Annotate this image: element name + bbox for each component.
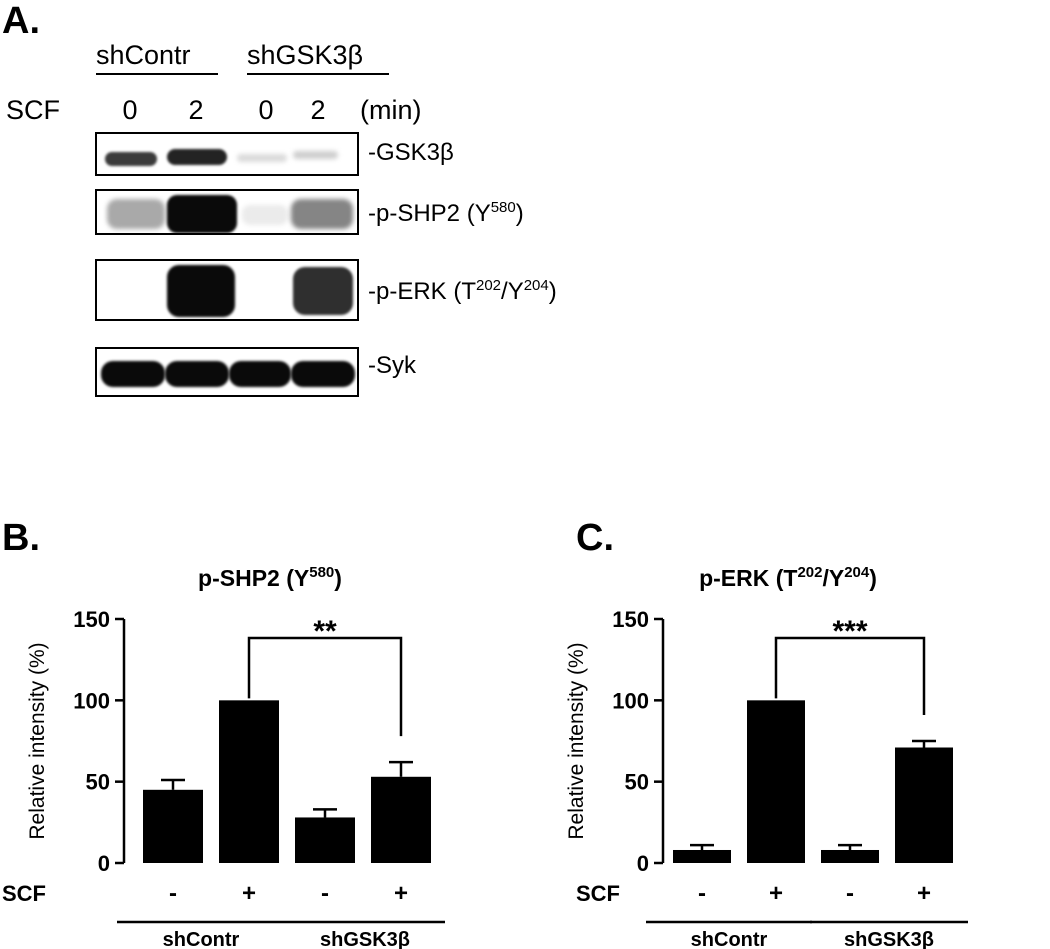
category-label: - — [321, 880, 329, 907]
blot-label-p-erk-sup2: 204 — [523, 277, 549, 294]
lane-label-2: 2 — [188, 95, 204, 125]
panel-letter: C. — [576, 517, 614, 559]
y-axis-label: Relative intensity (%) — [565, 642, 588, 839]
blot-label-p-erk-main: -p-ERK (T — [368, 278, 476, 305]
category-label: - — [169, 880, 177, 907]
title-title_mid: /Y — [822, 565, 844, 591]
significance-label: *** — [832, 615, 867, 648]
bar — [821, 849, 879, 863]
band — [167, 149, 227, 165]
band — [237, 154, 287, 162]
group-label: shGSK3β — [844, 929, 934, 949]
blot-label-p-shp2: -p-SHP2 (Y580) — [368, 199, 524, 228]
blot-label-p-shp2-main: -p-SHP2 (Y — [368, 200, 491, 227]
y-tick-label: 150 — [612, 607, 649, 632]
blot-p-shp2 — [95, 189, 359, 235]
blot-label-p-erk-sup: 202 — [476, 277, 502, 294]
significance-bracket — [247, 636, 403, 737]
title-title_sup2: 204 — [844, 564, 870, 581]
band — [242, 281, 288, 301]
bar — [895, 747, 953, 863]
scf-row-label: SCF — [576, 881, 620, 906]
blot-label-p-erk-end: ) — [548, 278, 557, 305]
significance-label: ** — [313, 615, 337, 648]
group-label: shContr — [691, 929, 768, 949]
bar — [143, 789, 203, 863]
group-label-shgsk3b: shGSK3β — [247, 40, 389, 75]
scf-row-label: SCF — [6, 95, 60, 125]
y-tick-label: 50 — [625, 770, 649, 795]
y-tick-label: 0 — [98, 851, 110, 876]
group-label: shGSK3β — [320, 929, 410, 949]
title-title_end: ) — [869, 565, 877, 591]
blot-label-p-shp2-end: ) — [515, 200, 524, 227]
band — [293, 151, 338, 159]
bar-charts: B. p-SHP2 (Y580) Relative intensity (%) 0 50… — [2, 517, 968, 949]
band — [105, 152, 157, 166]
blot-syk — [95, 347, 359, 397]
y-tick-label: 50 — [86, 770, 110, 795]
band — [242, 205, 288, 225]
chart-title: p-SHP2 (Y580) — [198, 564, 342, 591]
chart-title: p-ERK (T202/Y204) — [699, 564, 877, 591]
blot-label-gsk3b: -GSK3β — [368, 139, 454, 166]
group-label: shContr — [163, 929, 240, 949]
bar — [371, 776, 431, 863]
group-label-shcontr: shContr — [96, 40, 218, 75]
blot-label-p-erk-mid: /Y — [501, 278, 524, 305]
blot-label-p-shp2-sup: 580 — [490, 199, 516, 216]
category-label: + — [242, 880, 256, 907]
y-tick-label: 150 — [73, 607, 110, 632]
band — [293, 267, 353, 315]
band — [291, 199, 353, 229]
chart-c: C. p-ERK (T202/Y204) Relative intensity (%… — [565, 517, 968, 949]
category-label: + — [917, 880, 931, 907]
scf-row-label: SCF — [2, 881, 46, 906]
title-title_main: p-ERK (T — [699, 565, 797, 591]
chart-b: B. p-SHP2 (Y580) Relative intensity (%) 0 50… — [2, 517, 445, 949]
band — [291, 361, 355, 387]
y-axis-label: Relative intensity (%) — [26, 642, 49, 839]
lane-label-3: 0 — [258, 95, 274, 125]
y-tick-label: 0 — [637, 851, 649, 876]
category-label: - — [698, 880, 706, 907]
y-tick-label: 100 — [612, 688, 649, 713]
blot-label-syk: -Syk — [368, 352, 416, 379]
bar — [747, 700, 805, 863]
title-title_end: ) — [334, 565, 342, 591]
band — [167, 265, 235, 317]
band — [107, 281, 157, 301]
band — [167, 195, 237, 233]
y-tick-label: 100 — [73, 688, 110, 713]
lane-label-4: 2 — [310, 95, 326, 125]
significance-bracket — [774, 636, 926, 715]
band — [107, 199, 165, 229]
blot-gsk3b — [95, 132, 359, 176]
band — [165, 361, 229, 387]
category-label: - — [846, 880, 854, 907]
blot-p-erk — [95, 259, 359, 321]
title-title_sup: 580 — [309, 564, 334, 581]
blot-label-p-erk: -p-ERK (T202/Y204) — [368, 277, 557, 306]
category-label: + — [769, 880, 783, 907]
time-unit-label: (min) — [360, 95, 422, 125]
band — [101, 361, 165, 387]
panel-a-letter: A. — [2, 0, 40, 42]
band — [229, 361, 291, 387]
title-title_sup: 202 — [797, 564, 822, 581]
bar — [673, 849, 731, 863]
lane-label-1: 0 — [122, 95, 138, 125]
bar — [295, 817, 355, 863]
bar — [219, 700, 279, 863]
panel-letter: B. — [2, 517, 40, 559]
title-title_main: p-SHP2 (Y — [198, 565, 309, 591]
category-label: + — [394, 880, 408, 907]
